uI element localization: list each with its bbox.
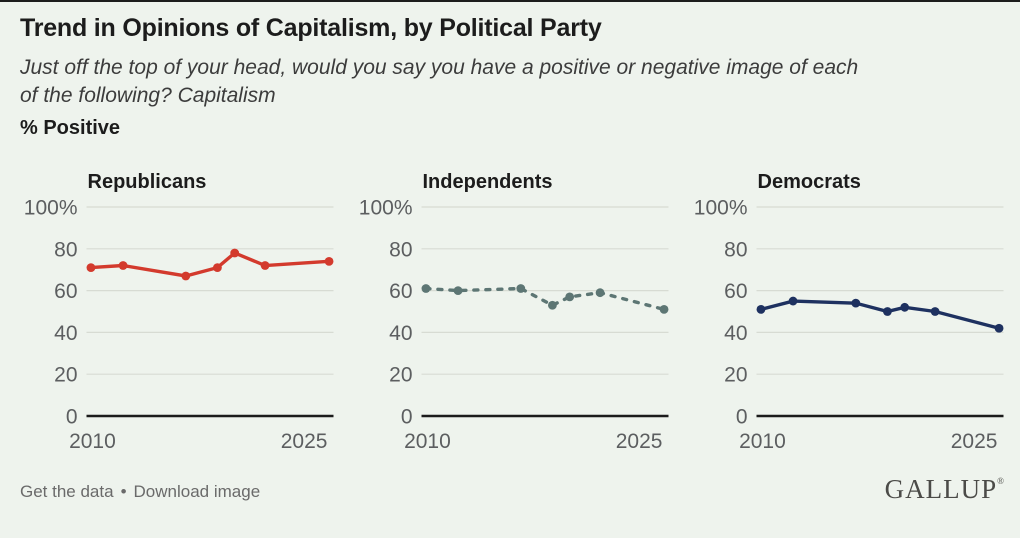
line-chart-republicans: 0 20 40 60 80 100% 2010 2025 Republicans xyxy=(24,171,334,453)
x-tick-label: 2025 xyxy=(616,430,663,453)
y-tick-label: 20 xyxy=(54,364,77,387)
chart-panel-republicans: 0 20 40 60 80 100% 2010 2025 Republicans xyxy=(20,163,350,458)
y-tick-label: 40 xyxy=(54,322,77,345)
y-tick-label: 0 xyxy=(66,406,78,429)
x-tick-label: 2010 xyxy=(404,430,451,453)
data-point-democrats-2010[interactable] xyxy=(756,305,766,314)
y-tick-label: 20 xyxy=(724,364,747,387)
y-tick-label: 80 xyxy=(724,238,747,261)
data-point-republicans-2010[interactable] xyxy=(86,263,96,273)
y-tick-label: 20 xyxy=(389,364,412,387)
y-tick-label: 100% xyxy=(359,197,413,220)
chart-panel-democrats: 0 20 40 60 80 100% 2010 2025 Democrats xyxy=(690,163,1020,458)
footer-separator: • xyxy=(120,482,127,501)
chart-panel-title: Democrats xyxy=(758,171,861,193)
download-image-link[interactable]: Download image xyxy=(133,482,261,501)
data-point-democrats-2021[interactable] xyxy=(930,307,940,316)
data-point-republicans-2012[interactable] xyxy=(118,261,128,270)
y-tick-label: 60 xyxy=(389,280,412,303)
data-point-republicans-2016[interactable] xyxy=(181,271,191,281)
data-point-democrats-2025[interactable] xyxy=(994,323,1004,333)
data-point-independents-2021[interactable] xyxy=(595,288,605,298)
x-tick-label: 2025 xyxy=(281,430,328,453)
y-tick-label: 40 xyxy=(389,322,412,345)
data-point-republicans-2021[interactable] xyxy=(260,261,270,270)
y-tick-label: 60 xyxy=(54,280,77,303)
footer-links: Get the data • Download image xyxy=(20,482,260,502)
data-point-independents-2025[interactable] xyxy=(659,305,669,314)
data-point-democrats-2012[interactable] xyxy=(788,296,798,306)
data-point-independents-2010[interactable] xyxy=(421,284,431,293)
data-point-republicans-2018[interactable] xyxy=(213,263,222,273)
y-tick-label: 80 xyxy=(389,238,412,261)
get-the-data-link[interactable]: Get the data xyxy=(20,482,114,501)
line-chart-democrats: 0 20 40 60 80 100% 2010 2025 Democrats xyxy=(694,171,1004,453)
line-chart-independents: 0 20 40 60 80 100% 2010 2025 Independents xyxy=(359,171,669,453)
y-tick-label: 60 xyxy=(724,280,747,303)
y-tick-label: 0 xyxy=(401,406,413,429)
chart-footer: Get the data • Download image GALLUP® xyxy=(0,470,1020,538)
y-tick-label: 100% xyxy=(694,197,748,220)
y-tick-label: 80 xyxy=(54,238,77,261)
x-tick-label: 2010 xyxy=(739,430,786,453)
page-title: Trend in Opinions of Capitalism, by Poli… xyxy=(20,14,602,42)
data-point-republicans-2019[interactable] xyxy=(230,248,240,258)
data-point-independents-2012[interactable] xyxy=(453,286,463,295)
data-point-independents-2018[interactable] xyxy=(548,300,557,310)
chart-panel-independents: 0 20 40 60 80 100% 2010 2025 Independents xyxy=(355,163,685,458)
x-tick-label: 2025 xyxy=(951,430,998,453)
chart-panel-title: Independents xyxy=(423,171,553,193)
trend-line-democrats xyxy=(760,299,1000,330)
y-tick-label: 100% xyxy=(24,197,78,220)
data-point-democrats-2018[interactable] xyxy=(883,307,892,316)
y-tick-label: 0 xyxy=(736,406,748,429)
gallup-logo: GALLUP® xyxy=(885,474,1004,505)
chart-header: Trend in Opinions of Capitalism, by Poli… xyxy=(20,14,1000,140)
data-point-independents-2016[interactable] xyxy=(516,284,526,293)
measure-label: % Positive xyxy=(20,117,121,140)
survey-question: Just off the top of your head, would you… xyxy=(20,55,859,108)
chart-row: 0 20 40 60 80 100% 2010 2025 Republicans 0 20 40 60 8… xyxy=(20,163,1020,458)
data-point-independents-2019[interactable] xyxy=(565,292,575,302)
x-tick-label: 2010 xyxy=(69,430,116,453)
gallup-logo-text: GALLUP xyxy=(884,474,998,504)
chart-panel-title: Republicans xyxy=(88,171,207,193)
data-point-republicans-2025[interactable] xyxy=(324,256,334,266)
y-tick-label: 40 xyxy=(724,322,747,345)
registered-mark: ® xyxy=(997,476,1004,486)
data-point-democrats-2019[interactable] xyxy=(900,302,910,312)
data-point-democrats-2016[interactable] xyxy=(851,298,861,308)
top-border-rule xyxy=(0,0,1020,2)
